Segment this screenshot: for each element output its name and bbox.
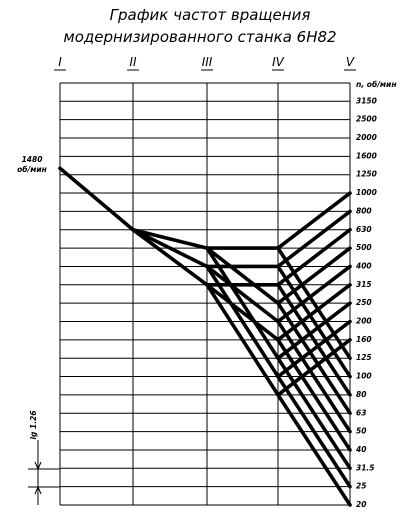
ray [276, 374, 352, 489]
speed-label: 1250 [356, 170, 377, 179]
speed-label: 160 [356, 335, 372, 344]
ray [276, 227, 352, 287]
speed-label: 630 [356, 225, 372, 234]
unit-label: n, об/мин [356, 80, 397, 89]
ray [276, 209, 352, 269]
speed-label: 250 [356, 298, 372, 307]
rays [58, 166, 352, 507]
ray [205, 282, 280, 397]
shaft-label: II [129, 55, 137, 69]
ray [276, 338, 352, 397]
speed-label: 100 [356, 372, 372, 381]
speed-label: 200 [356, 317, 372, 326]
title-line: модернизированного станка 6Н82 [63, 28, 336, 46]
shaft-label: V [346, 55, 355, 69]
ray [58, 166, 135, 232]
scale-label: lg 1.26 [29, 410, 38, 439]
ray [276, 319, 352, 434]
ray [276, 338, 352, 452]
ray [276, 264, 352, 324]
ray [131, 227, 209, 269]
shaft-label: III [202, 55, 213, 69]
shaft-label: IV [272, 55, 285, 69]
speed-label: 1600 [356, 151, 377, 160]
input-speed: 1480 [22, 155, 43, 164]
dimension [28, 440, 60, 505]
speed-label: 125 [356, 353, 372, 362]
speed-label: 63 [356, 408, 366, 417]
speed-label: 3150 [356, 96, 377, 105]
speed-label: 80 [356, 390, 366, 399]
ray [276, 191, 352, 250]
title-line: График частот вращения [110, 6, 311, 24]
ray [276, 282, 352, 342]
shaft-label: I [58, 55, 62, 69]
speed-label: 315 [356, 280, 372, 289]
speed-label: 500 [356, 243, 372, 252]
ray [276, 246, 352, 361]
speed-label: 2500 [356, 115, 377, 124]
speed-label: 50 [356, 427, 366, 436]
ray [131, 227, 209, 287]
grid [54, 69, 356, 506]
ray [205, 264, 280, 324]
speed-label: 2000 [356, 133, 377, 142]
ray [276, 301, 352, 361]
speed-label: 20 [356, 500, 366, 509]
ray [276, 301, 352, 416]
ray [276, 246, 352, 305]
ray [276, 282, 352, 397]
speed-label: 800 [356, 206, 372, 215]
labels: 3150 2500 2000 1600 1250 1000 800 630 500 400 315 2… [58, 55, 377, 509]
ray [205, 282, 280, 342]
ray [276, 393, 352, 507]
speed-label: 1000 [356, 188, 377, 197]
speed-label: 40 [356, 445, 366, 454]
speed-label: 31.5 [356, 463, 375, 472]
ray [131, 227, 209, 250]
ray [276, 356, 352, 471]
ray [276, 319, 352, 379]
ray [276, 264, 352, 379]
speed-label: 400 [356, 261, 372, 270]
input-unit: об/мин [17, 165, 47, 174]
speed-label: 25 [356, 482, 366, 491]
ray [205, 246, 280, 305]
